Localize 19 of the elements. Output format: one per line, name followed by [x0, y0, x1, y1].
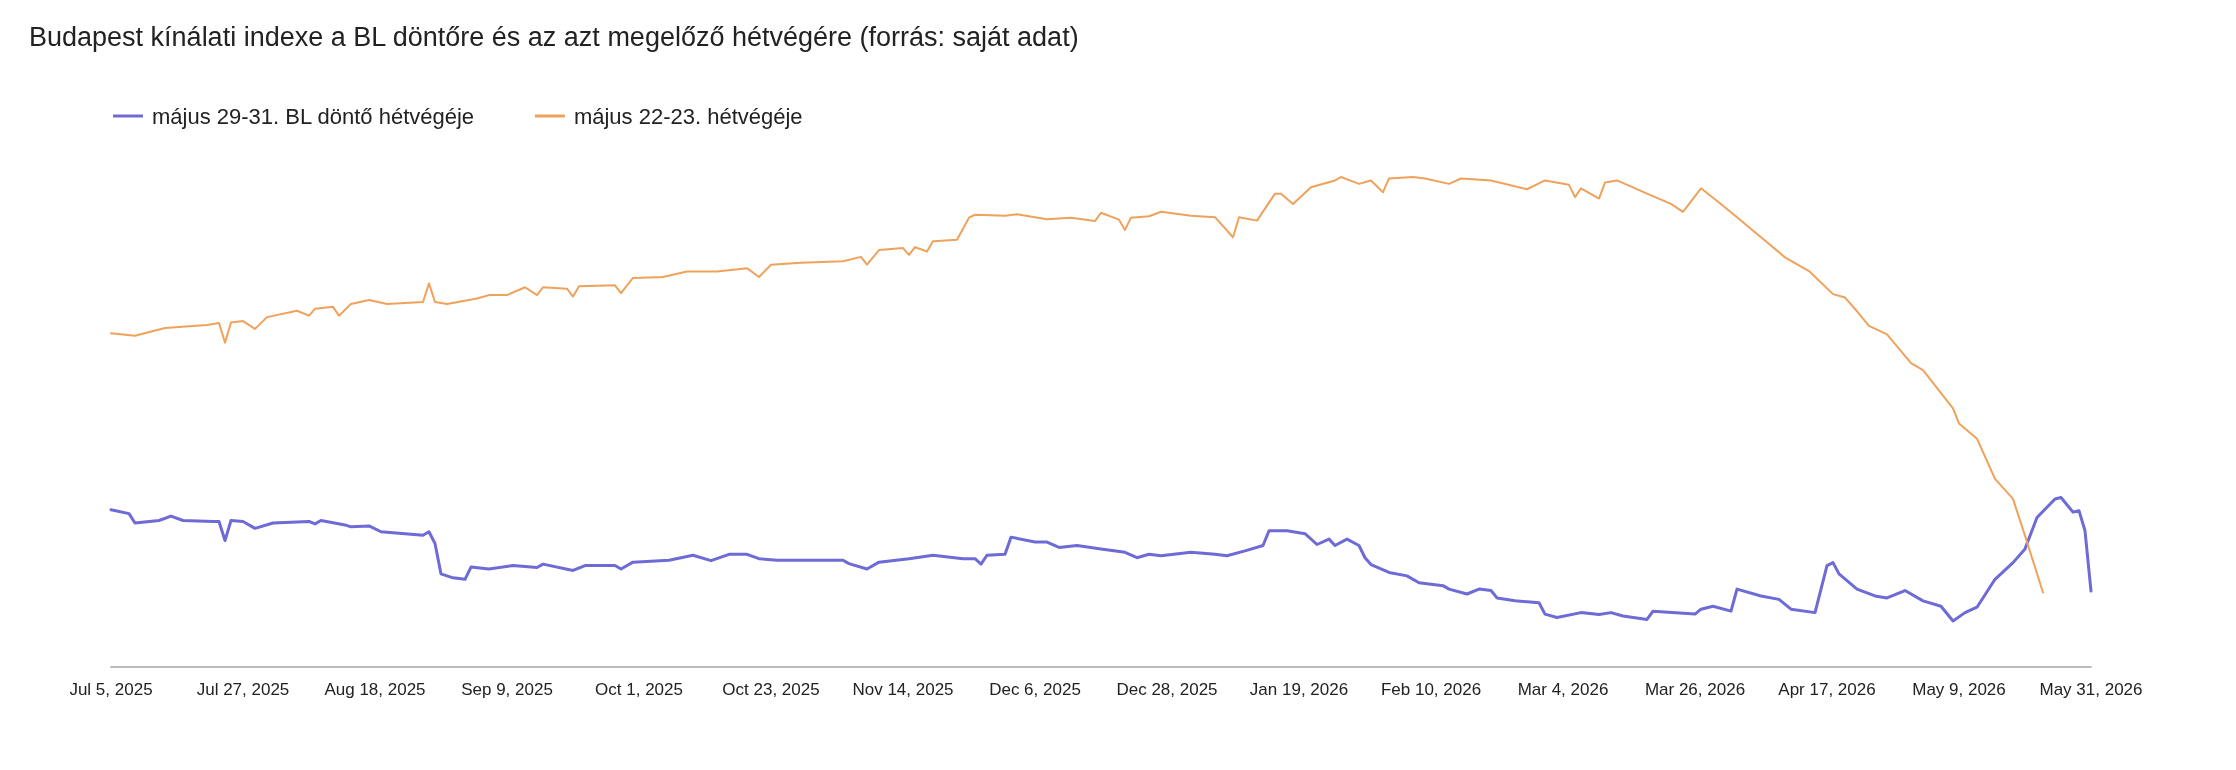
x-tick-label: Nov 14, 2025: [852, 680, 954, 699]
x-tick-label: Jul 27, 2025: [196, 680, 290, 699]
x-tick-label: Aug 18, 2025: [324, 680, 426, 699]
x-tick-label: Dec 6, 2025: [989, 680, 1081, 699]
legend-label: május 22-23. hétvégéje: [573, 103, 803, 129]
x-tick-label: Mar 4, 2026: [1517, 680, 1609, 699]
x-tick-label: May 31, 2026: [2039, 680, 2143, 699]
x-tick-label: May 9, 2026: [1912, 680, 2006, 699]
x-tick-label: Sep 9, 2025: [461, 680, 553, 699]
x-tick-label: Mar 26, 2026: [1644, 680, 1746, 699]
legend-label: május 29-31. BL döntő hétvégéje: [152, 103, 475, 129]
x-tick-label: Oct 1, 2025: [595, 680, 683, 699]
x-tick-label: Feb 10, 2026: [1380, 680, 1482, 699]
chart-title: Budapest kínálati indexe a BL döntőre és az azt megelőző hétvégére (forrás: saját adat): [29, 21, 1079, 52]
x-tick-label: Apr 17, 2026: [1778, 680, 1876, 699]
x-tick-label: Oct 23, 2025: [722, 680, 820, 699]
x-tick-label: Jul 5, 2025: [69, 680, 153, 699]
x-tick-label: Dec 28, 2025: [1116, 680, 1218, 699]
x-tick-label: Jan 19, 2026: [1249, 680, 1349, 699]
